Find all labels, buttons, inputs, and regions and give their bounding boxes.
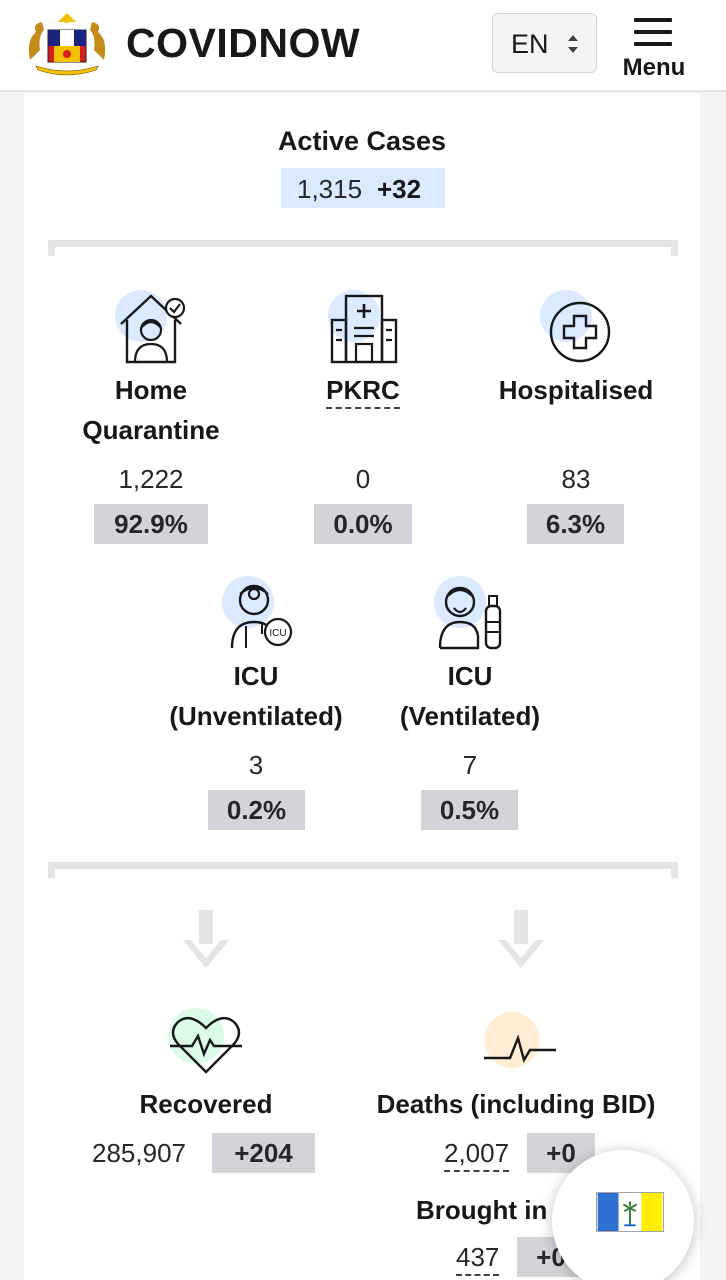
- icu-ventilated-label: ICU (Ventilated): [368, 656, 572, 736]
- deaths-value[interactable]: 2,007: [444, 1138, 520, 1172]
- deaths-label: Deaths (including BID): [376, 1089, 656, 1119]
- ventilator-patient-icon: [430, 576, 510, 656]
- bid-value[interactable]: 437: [456, 1242, 516, 1276]
- flatline-pulse-icon: [480, 1002, 560, 1082]
- active-cases-card: Active Cases 1,315 +32 Home Quarantine 1…: [24, 94, 700, 1280]
- hospitalised-count: 83: [561, 464, 591, 494]
- hospital-building-icon: [324, 290, 404, 370]
- icu-unventilated-count: 3: [248, 750, 264, 780]
- icu-unventilated-label-line1: ICU: [233, 661, 279, 691]
- home-quarantine-count: 1,222: [118, 464, 184, 494]
- icu-ventilated-label-line1: ICU: [447, 661, 493, 691]
- home-quarantine-percent: 92.9%: [94, 504, 208, 544]
- breakdown-divider: [48, 240, 678, 256]
- home-quarantine-label-line1: Home: [114, 375, 188, 405]
- outcomes-divider: [48, 862, 678, 878]
- icu-ventilated-label-line2: (Ventilated): [399, 701, 541, 731]
- active-cases-value: 1,315: [297, 174, 363, 204]
- hospitalised-percent: 6.3%: [527, 504, 624, 544]
- recovered-delta: +204: [212, 1133, 315, 1173]
- active-cases-delta: +32: [377, 174, 422, 204]
- arrow-down-icon: [183, 910, 229, 968]
- svg-text:ICU: ICU: [269, 628, 286, 639]
- active-cases-value-box: 1,315 +32: [281, 168, 445, 208]
- top-nav: COVIDNOW EN Menu: [0, 0, 726, 92]
- icu-doctor-icon: ICU: [218, 576, 298, 656]
- home-quarantine-icon: [111, 290, 191, 370]
- hospitalised-label: Hospitalised: [498, 375, 654, 405]
- bid-label: Brought in D: [416, 1195, 574, 1225]
- heart-pulse-icon: [166, 1002, 246, 1082]
- coat-of-arms-icon[interactable]: [22, 10, 112, 76]
- updown-chevron-icon: [568, 35, 578, 53]
- brand-title[interactable]: COVIDNOW: [126, 20, 361, 66]
- icu-unventilated-label-line2: (Unventilated): [169, 701, 343, 731]
- recovered-label: Recovered: [139, 1089, 273, 1119]
- pkrc-count: 0: [355, 464, 371, 494]
- language-select[interactable]: EN: [492, 13, 597, 73]
- pkrc-label-text: PKRC: [326, 375, 400, 409]
- recovered-value: 285,907: [92, 1138, 186, 1168]
- home-quarantine-label: Home Quarantine: [46, 370, 256, 450]
- medical-cross-icon: [536, 290, 616, 370]
- deaths-delta: +0: [527, 1133, 595, 1173]
- icu-unventilated-percent: 0.2%: [208, 790, 305, 830]
- pkrc-percent: 0.0%: [314, 504, 412, 544]
- pkrc-label[interactable]: PKRC: [260, 370, 466, 410]
- home-quarantine-label-line2: Quarantine: [82, 415, 220, 445]
- icu-unventilated-label: ICU (Unventilated): [144, 656, 368, 736]
- icu-ventilated-percent: 0.5%: [421, 790, 518, 830]
- menu-label: Menu: [622, 54, 686, 81]
- active-cases-title: Active Cases: [277, 126, 447, 156]
- arrow-down-icon: [498, 910, 544, 968]
- language-value: EN: [511, 29, 549, 59]
- bid-value-text: 437: [456, 1242, 500, 1276]
- menu-button[interactable]: Menu: [612, 12, 696, 82]
- state-selector-button[interactable]: [552, 1150, 694, 1280]
- icu-ventilated-count: 7: [462, 750, 478, 780]
- hamburger-icon: [634, 18, 672, 46]
- deaths-value-text: 2,007: [444, 1138, 510, 1172]
- penang-flag-icon: [596, 1192, 664, 1232]
